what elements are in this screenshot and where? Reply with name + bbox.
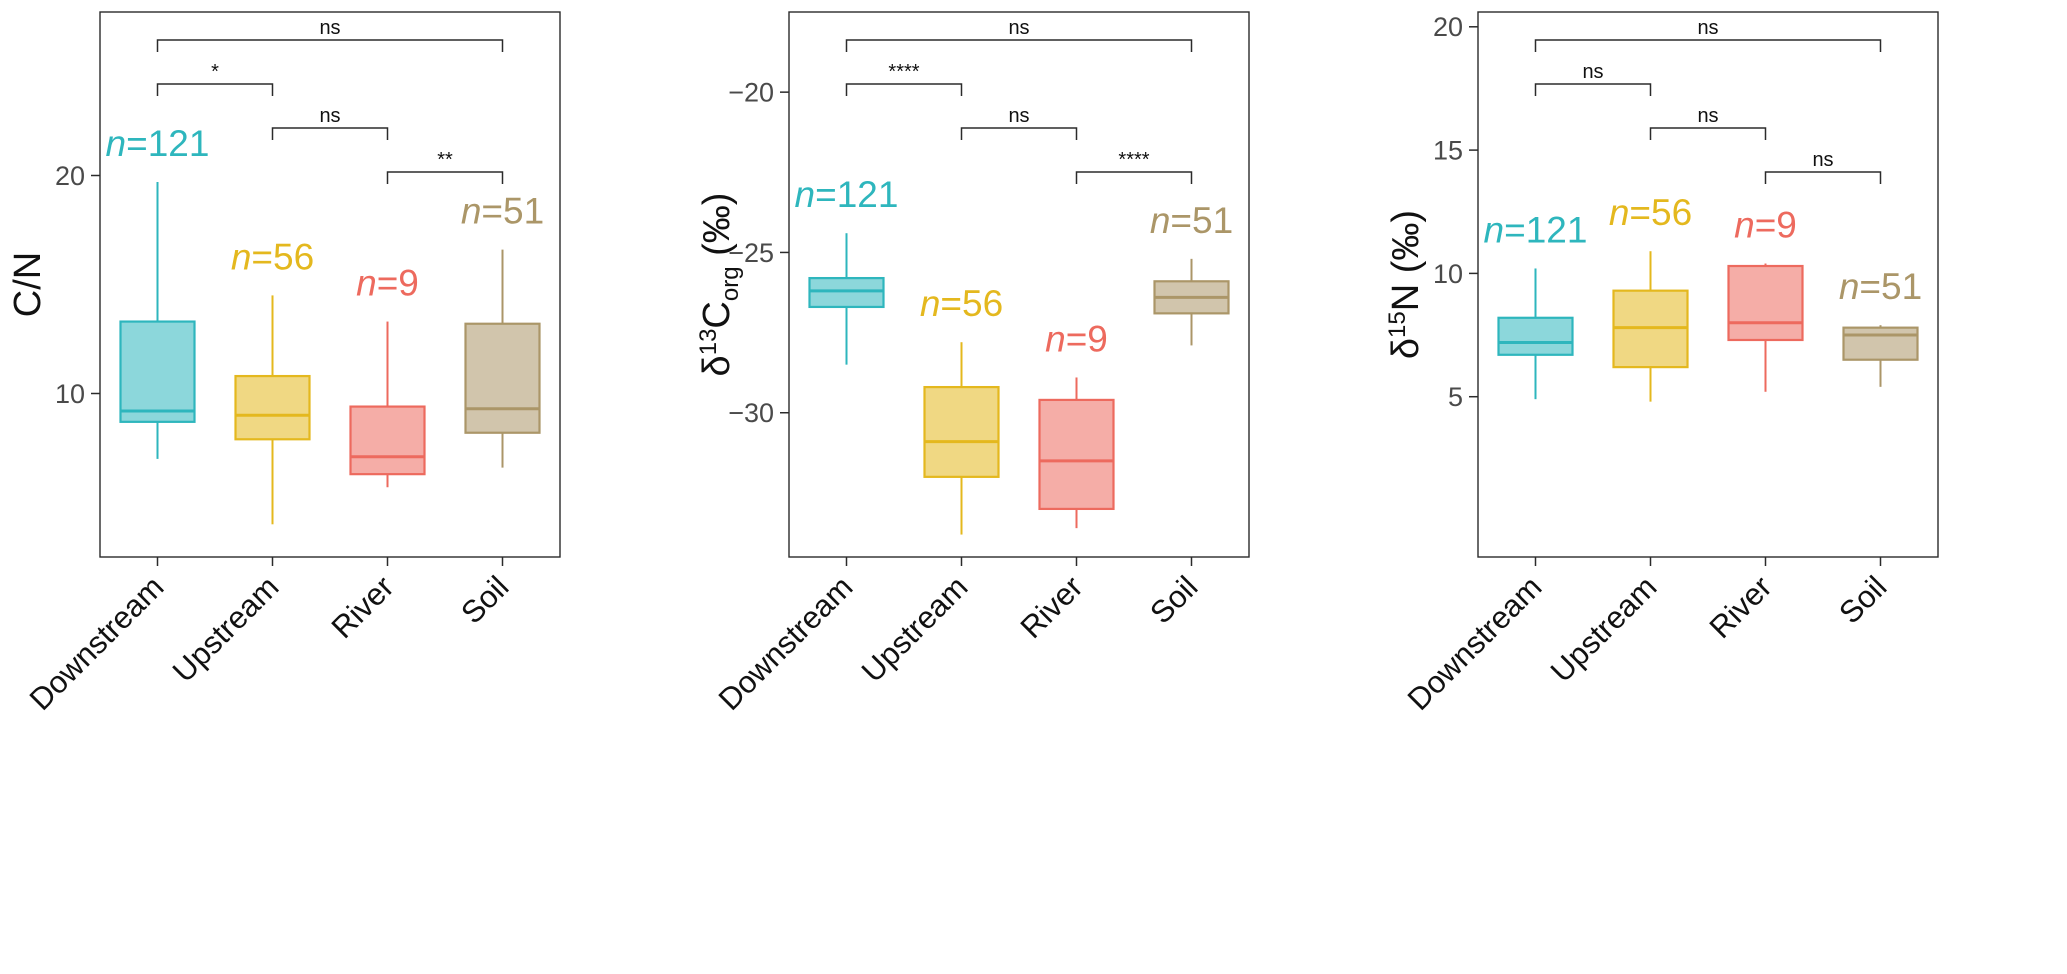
- sig-label: ns: [1697, 105, 1718, 127]
- sig-label: ****: [888, 61, 919, 83]
- y-tick-label: −30: [728, 398, 774, 428]
- y-axis-title: C/N: [7, 252, 49, 317]
- sig-label: ns: [1812, 149, 1833, 171]
- boxplot-panel-0: 20 10 C/N n=121 Downstream n=56 Upstream n=9 Riv…: [7, 11, 561, 717]
- x-tick-label: Upstream: [1544, 569, 1664, 689]
- box-upstream: [923, 385, 1000, 478]
- x-tick-label: River: [1703, 569, 1779, 645]
- box-river: [349, 405, 426, 476]
- n-label: n=9: [1734, 205, 1797, 246]
- x-tick-label: Downstream: [23, 569, 171, 717]
- box-downstream: [1497, 316, 1574, 356]
- x-tick-label: Soil: [1143, 569, 1204, 630]
- boxplot-panel-1: −20 −25 −30 δ13Corg (‰) n=121 Downstream n=56 U…: [695, 11, 1250, 717]
- n-label: n=121: [795, 174, 899, 215]
- y-tick-label: −25: [728, 238, 774, 268]
- sig-bracket: [1534, 39, 1882, 52]
- n-label: n=56: [920, 283, 1003, 324]
- sig-bracket: [1764, 171, 1882, 184]
- sig-label: ****: [1118, 149, 1149, 171]
- y-axis-title: δ13Corg (‰): [695, 193, 744, 377]
- sig-bracket: [1534, 83, 1652, 96]
- panel-border: [99, 11, 561, 558]
- n-label: n=121: [106, 123, 210, 164]
- y-axis-title: δ15N (‰): [1384, 210, 1427, 359]
- box-soil: [464, 322, 541, 434]
- sig-label: ns: [1697, 17, 1718, 39]
- n-label: n=121: [1484, 209, 1588, 250]
- n-label: n=51: [1839, 266, 1922, 307]
- n-label: n=56: [231, 236, 314, 277]
- n-label: n=9: [356, 263, 419, 304]
- box-upstream: [234, 374, 311, 441]
- y-tick-label: 10: [1433, 259, 1463, 289]
- sig-bracket: [156, 39, 504, 52]
- sig-bracket: [271, 127, 389, 140]
- n-label: n=56: [1609, 192, 1692, 233]
- sig-label: **: [437, 149, 453, 171]
- sig-label: *: [211, 61, 219, 83]
- sig-bracket: [1649, 127, 1767, 140]
- sig-bracket: [845, 83, 963, 96]
- x-tick-label: Soil: [1832, 569, 1893, 630]
- sig-bracket: [1075, 171, 1193, 184]
- x-tick-label: River: [1014, 569, 1090, 645]
- sig-bracket: [845, 39, 1193, 52]
- y-tick-label: 20: [55, 161, 85, 191]
- y-tick-label: 5: [1448, 382, 1463, 412]
- box-soil: [1842, 326, 1919, 361]
- sig-bracket: [386, 171, 504, 184]
- x-tick-label: River: [325, 569, 401, 645]
- x-tick-label: Soil: [454, 569, 515, 630]
- sig-label: ns: [1582, 61, 1603, 83]
- sig-label: ns: [1008, 105, 1029, 127]
- sig-bracket: [156, 83, 274, 96]
- y-tick-label: 20: [1433, 12, 1463, 42]
- box-river: [1727, 264, 1804, 342]
- sig-bracket: [960, 127, 1078, 140]
- boxplot-panel-2: 20 15 10 5 δ15N (‰) n=121 Downstream n=56 Upstre…: [1384, 11, 1939, 717]
- box-downstream: [808, 276, 885, 309]
- n-label: n=51: [1150, 200, 1233, 241]
- x-tick-label: Downstream: [1401, 569, 1549, 717]
- x-tick-label: Downstream: [712, 569, 860, 717]
- y-tick-label: −20: [728, 78, 774, 108]
- n-label: n=9: [1045, 318, 1108, 359]
- x-tick-label: Upstream: [166, 569, 286, 689]
- panel-border: [1477, 11, 1939, 558]
- panel-border: [788, 11, 1250, 558]
- box-river: [1038, 398, 1115, 511]
- sig-label: ns: [319, 105, 340, 127]
- n-label: n=51: [461, 191, 544, 232]
- x-tick-label: Upstream: [855, 569, 975, 689]
- y-tick-label: 10: [55, 379, 85, 409]
- box-downstream: [119, 320, 196, 423]
- y-tick-label: 15: [1433, 136, 1463, 166]
- sig-label: ns: [319, 17, 340, 39]
- sig-label: ns: [1008, 17, 1029, 39]
